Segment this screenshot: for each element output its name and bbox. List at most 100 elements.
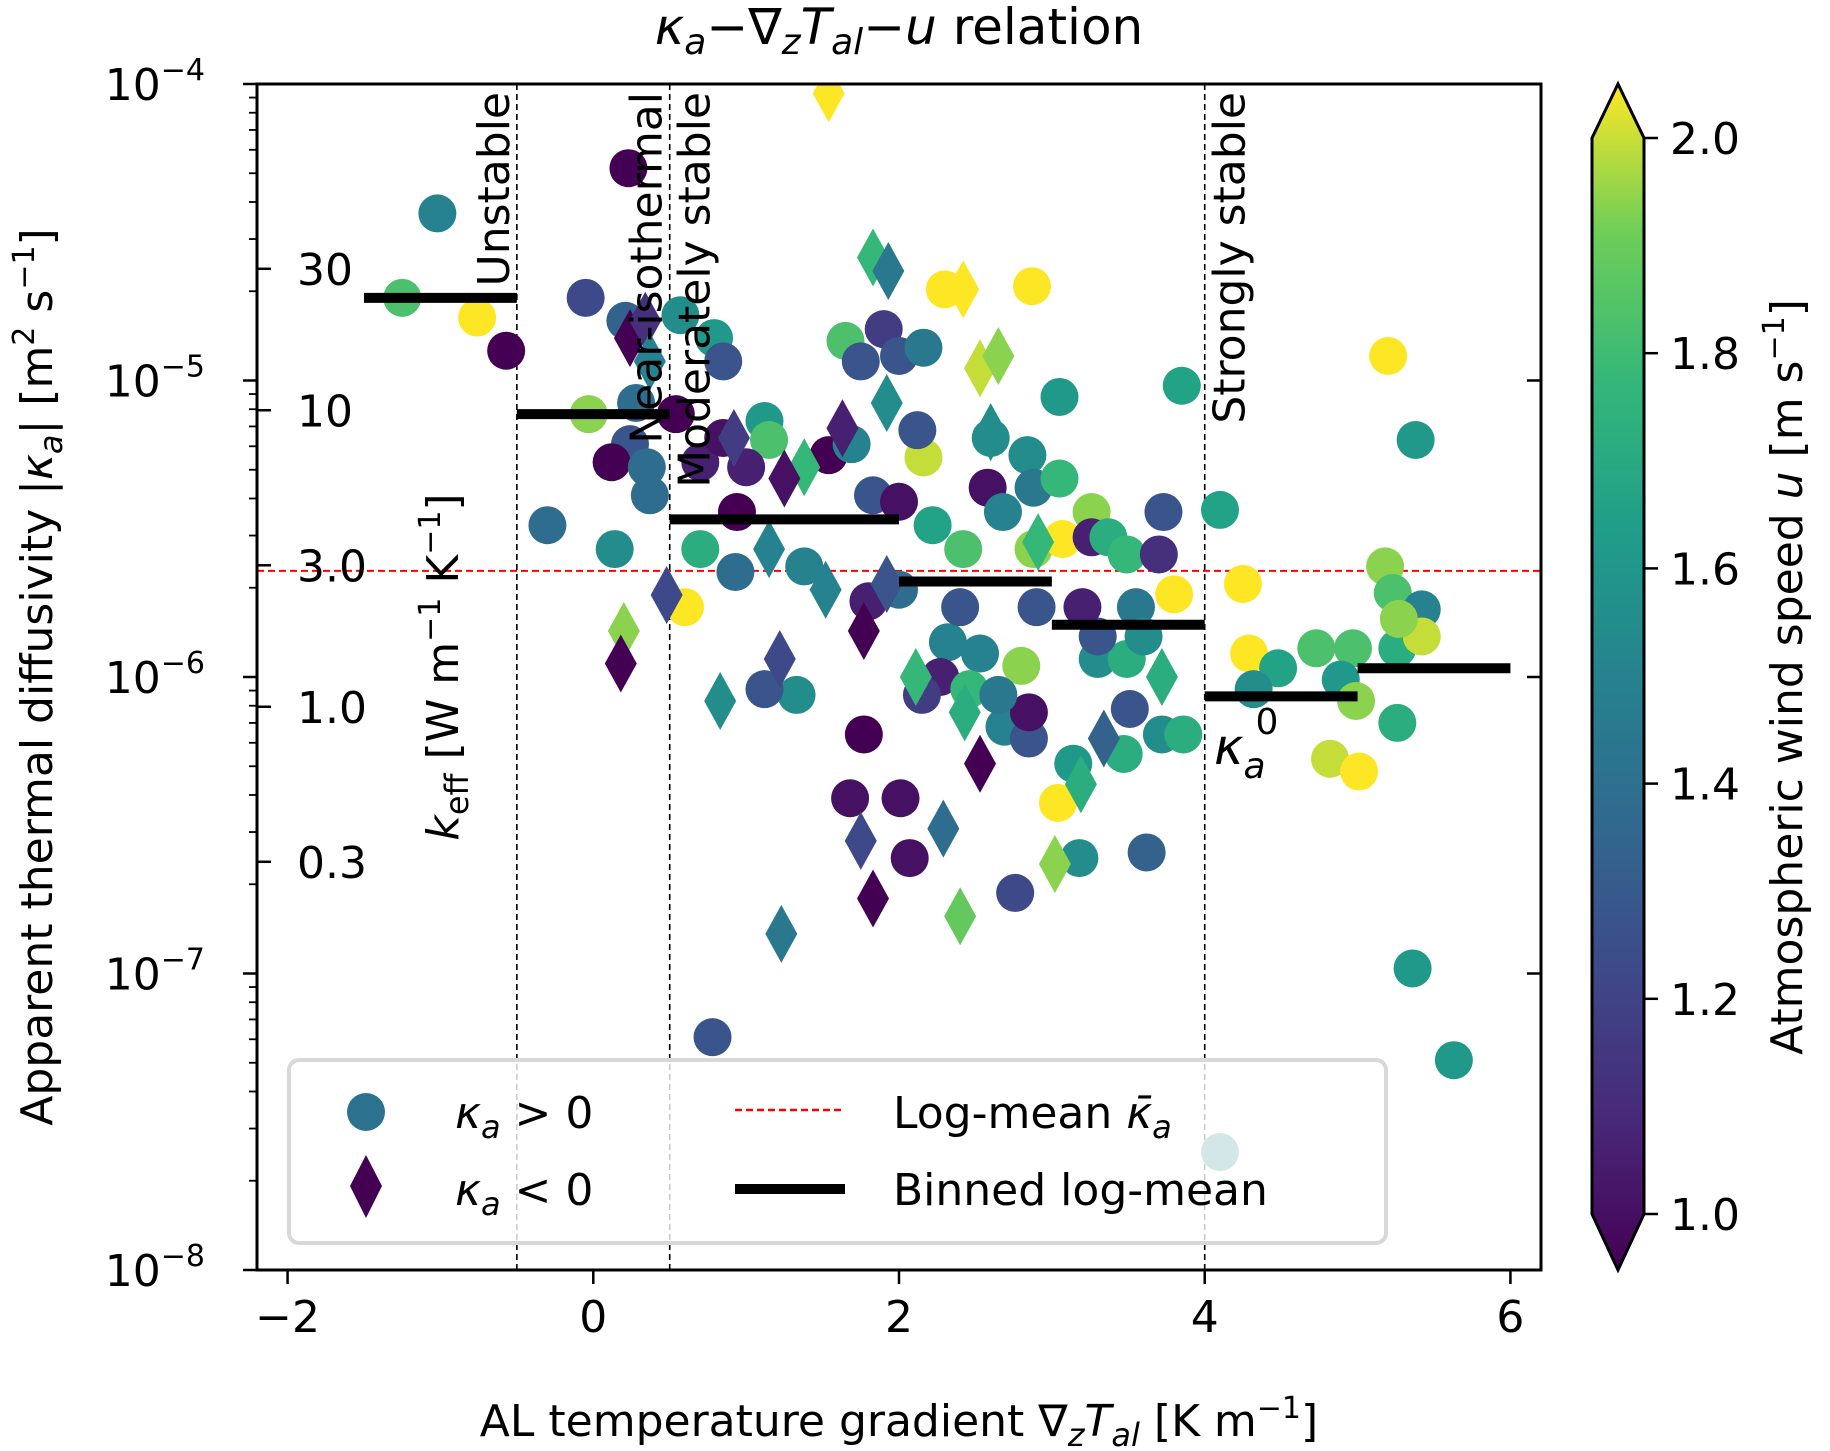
secondary-y-tick-label: 1.0 — [297, 683, 367, 734]
data-point-positive — [693, 1018, 732, 1057]
data-point-positive — [890, 839, 929, 878]
data-point-positive — [528, 506, 567, 545]
legend: κa > 0 κa < 0 Log-mean κ̄a Binned log-me… — [287, 1058, 1388, 1245]
colorbar-label: Atmospheric wind speed u [m s−1] — [1757, 299, 1813, 1055]
data-point-positive — [1201, 490, 1239, 529]
colorbar-tick-label: 1.8 — [1670, 329, 1740, 380]
data-point-positive — [1297, 629, 1336, 668]
data-point-negative — [768, 449, 801, 508]
data-point-positive — [1164, 715, 1203, 754]
data-point-positive — [1012, 267, 1051, 306]
data-point-positive — [898, 411, 937, 450]
data-point-positive — [1340, 752, 1379, 791]
kappa-a0-annotation: κa0 — [1214, 702, 1278, 787]
secondary-y-axis: 30 10 3.0 1.0 0.3 — [257, 245, 367, 889]
colorbar-body — [1590, 80, 1646, 1274]
legend-box — [287, 1058, 1388, 1245]
data-point-negative — [1087, 709, 1120, 768]
data-point-positive — [1040, 459, 1079, 498]
data-point-positive — [1139, 535, 1178, 574]
data-point-positive — [844, 715, 883, 754]
data-point-positive — [913, 506, 952, 545]
data-point-negative — [633, 332, 666, 391]
secondary-y-tick-label: 10 — [297, 386, 353, 437]
y-tick-label: 10−8 — [105, 1239, 205, 1297]
data-point-positive — [595, 530, 634, 569]
x-tick-label: −2 — [255, 1292, 320, 1343]
data-point-positive — [458, 298, 497, 337]
legend-marker-positive — [347, 1093, 385, 1131]
colorbar-tick-label: 1.2 — [1670, 975, 1740, 1026]
data-point-positive — [704, 342, 743, 381]
data-point-positive — [777, 675, 816, 714]
data-point-positive — [566, 278, 605, 317]
data-point-positive — [881, 779, 920, 818]
data-point-positive — [1038, 783, 1077, 822]
secondary-y-tick-label: 0.3 — [297, 838, 367, 889]
data-point-positive — [996, 873, 1035, 912]
data-point-positive — [1107, 535, 1146, 574]
data-point-positive — [1116, 588, 1155, 627]
data-point-negative — [948, 683, 981, 742]
data-point-positive — [1369, 336, 1408, 375]
x-tick-label: 4 — [1191, 1292, 1219, 1343]
x-tick-label: 2 — [885, 1292, 913, 1343]
data-point-positive — [831, 779, 870, 818]
data-point-positive — [681, 443, 720, 482]
regime-label: Strongly stable — [1205, 92, 1256, 424]
legend-label-log-mean: Log-mean κ̄a — [893, 1088, 1172, 1146]
data-point-negative — [964, 734, 997, 793]
data-point-positive — [418, 194, 457, 233]
data-point-negative — [944, 887, 977, 946]
legend-label-binned: Binned log-mean — [893, 1165, 1268, 1216]
data-point-positive — [961, 634, 1000, 673]
data-point-negative — [974, 403, 1007, 462]
data-point-positive — [928, 623, 967, 662]
legend-marker-negative — [350, 1155, 382, 1218]
data-point-positive — [1008, 436, 1047, 475]
data-point-positive — [1223, 564, 1262, 603]
data-point-negative — [763, 630, 796, 689]
data-point-negative — [872, 242, 905, 301]
data-point-negative — [870, 373, 903, 432]
y-tick-label: 10−4 — [105, 53, 205, 111]
data-point-negative — [982, 326, 1015, 385]
data-point-negative — [899, 648, 932, 706]
data-point-positive — [1333, 629, 1372, 668]
data-point-negative — [947, 260, 980, 319]
data-point-positive — [1311, 739, 1350, 778]
y-tick-label: 10−6 — [105, 646, 205, 704]
x-tick-label: 0 — [579, 1292, 607, 1343]
data-point-positive — [1378, 703, 1417, 742]
data-point-positive — [979, 675, 1018, 714]
data-point-positive — [1002, 646, 1041, 685]
data-point-positive — [1040, 377, 1079, 416]
data-point-positive — [630, 476, 669, 515]
data-point-positive — [609, 149, 648, 188]
x-axis: −2 0 2 4 6 — [255, 1270, 1524, 1343]
data-point-negative — [650, 566, 683, 625]
regime-label: Unstable — [469, 92, 520, 286]
data-point-negative — [812, 84, 845, 123]
regime-label: Moderately stable — [670, 92, 721, 488]
data-point-negative — [717, 408, 750, 467]
secondary-y-axis-label: keff [W m−1 K−1] — [413, 493, 476, 840]
data-point-positive — [656, 395, 695, 434]
data-point-positive — [717, 493, 756, 532]
data-point-positive — [1155, 575, 1194, 614]
data-point-positive — [1063, 588, 1102, 627]
data-point-positive — [1043, 520, 1082, 559]
data-point-positive — [1009, 719, 1048, 758]
data-point-negative — [1022, 513, 1055, 572]
data-point-positive — [785, 547, 824, 586]
data-point-positive — [841, 342, 880, 381]
y-tick-label: 10−5 — [105, 350, 205, 408]
x-tick-label: 6 — [1496, 1292, 1524, 1343]
data-point-positive — [1144, 493, 1183, 532]
data-point-positive — [1379, 599, 1418, 638]
data-point-negative — [870, 554, 903, 613]
data-point-negative — [1038, 835, 1071, 894]
legend-label-negative: κa < 0 — [455, 1165, 593, 1223]
data-point-positive — [1396, 420, 1435, 459]
